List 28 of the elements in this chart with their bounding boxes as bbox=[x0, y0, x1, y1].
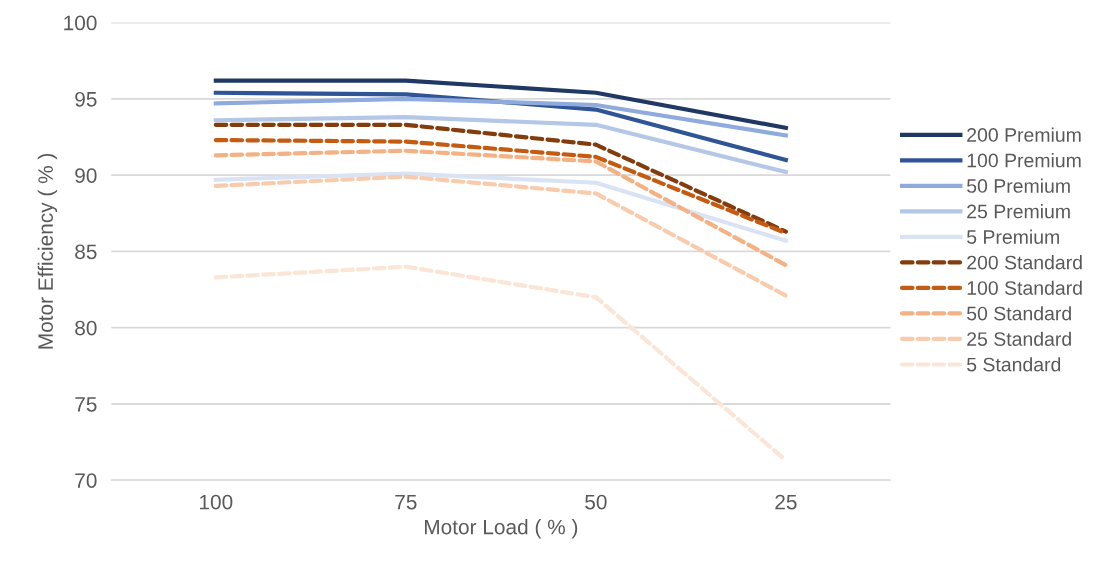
y-tick-label: 90 bbox=[75, 168, 97, 183]
legend-label: 50 Standard bbox=[967, 306, 1071, 321]
x-axis-title: Motor Load ( % ) bbox=[424, 519, 578, 539]
line-series bbox=[213, 171, 788, 243]
legend-label: 25 Premium bbox=[967, 204, 1070, 219]
y-tick-label: 85 bbox=[75, 244, 97, 260]
y-tick-label: 80 bbox=[75, 320, 97, 336]
line-series bbox=[213, 174, 788, 298]
y-tick-label: 75 bbox=[75, 397, 97, 412]
y-tick-label: 70 bbox=[75, 473, 97, 488]
legend-label: 5 Standard bbox=[967, 357, 1061, 372]
x-tick-label: 50 bbox=[585, 494, 607, 510]
legend-label: 200 Standard bbox=[967, 255, 1082, 270]
y-tick-label: 95 bbox=[75, 91, 97, 107]
legend-label: 100 Standard bbox=[967, 280, 1082, 295]
legend-label: 5 Premium bbox=[967, 229, 1059, 244]
line-series bbox=[213, 96, 788, 138]
x-tick-label: 25 bbox=[775, 494, 797, 510]
x-tick-label: 75 bbox=[395, 494, 417, 510]
y-axis-title: Motor Efficiency ( % ) bbox=[37, 153, 58, 349]
legend-label: 25 Standard bbox=[967, 331, 1071, 346]
y-tick-label: 100 bbox=[64, 15, 97, 31]
line-series bbox=[213, 115, 788, 175]
legend-label: 50 Premium bbox=[967, 178, 1070, 193]
legend-label: 100 Premium bbox=[967, 153, 1081, 168]
line-series bbox=[213, 148, 788, 268]
x-tick-label: 100 bbox=[200, 494, 233, 510]
legend-label: 200 Premium bbox=[967, 127, 1081, 142]
